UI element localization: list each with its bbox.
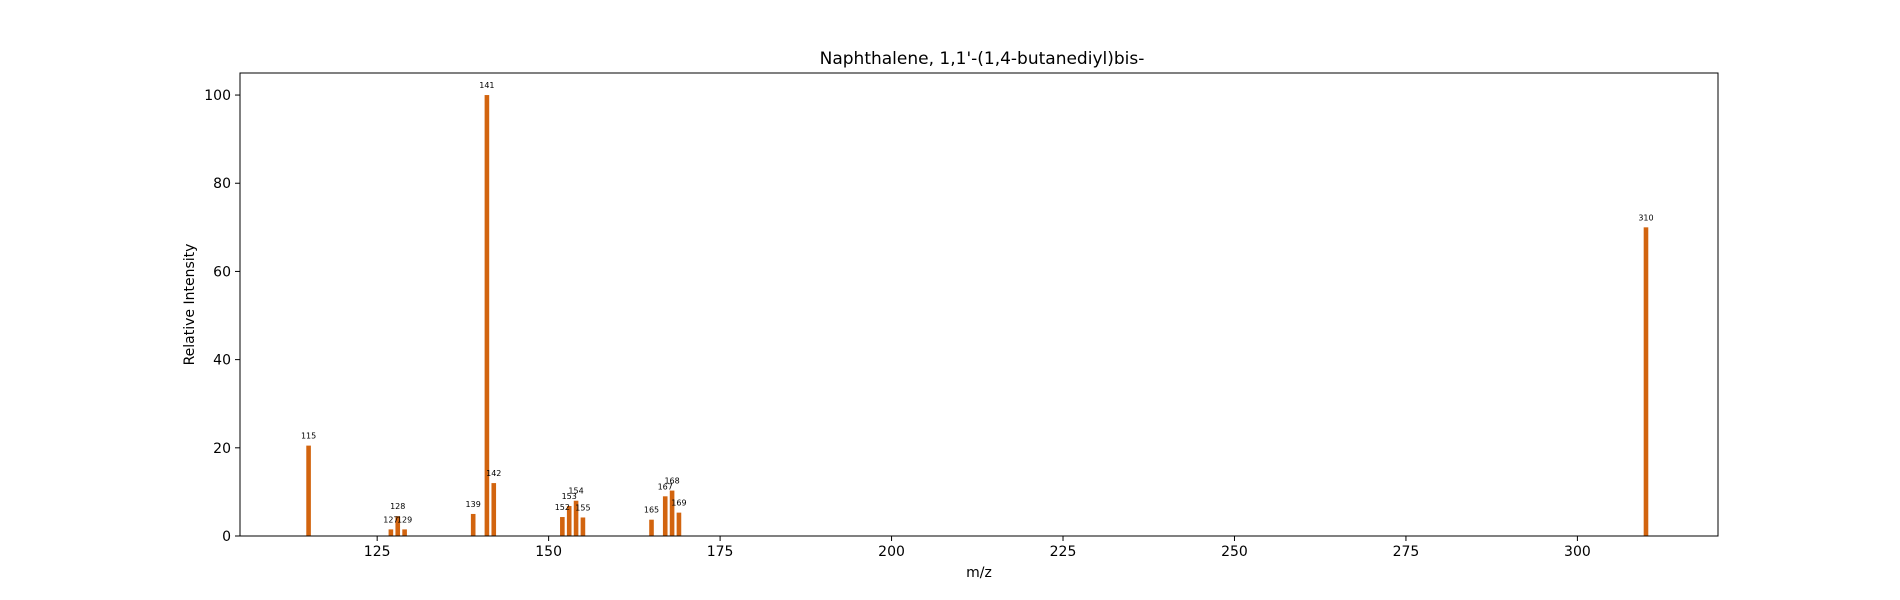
y-axis-label: Relative Intensity: [182, 244, 198, 366]
x-tick-label: 125: [364, 544, 391, 560]
peak-label: 128: [390, 502, 405, 511]
x-tick-label: 200: [878, 544, 905, 560]
peak-label: 153: [562, 492, 577, 501]
peak-bar: [395, 516, 401, 536]
peak-bar: [573, 500, 579, 536]
x-tick-label: 250: [1221, 544, 1248, 560]
peak-label: 154: [568, 487, 583, 496]
peak-bar: [669, 490, 675, 536]
peak-label: 310: [1638, 213, 1653, 222]
x-tick-label: 175: [707, 544, 734, 560]
peak-label: 165: [644, 506, 659, 515]
peak-label: 115: [301, 432, 316, 441]
y-tick-label: 40: [213, 353, 231, 369]
peak-label: 155: [575, 503, 590, 512]
peak-label: 152: [555, 503, 570, 512]
bars-group: [306, 95, 1649, 537]
peak-bar: [402, 529, 407, 536]
peak-bar: [566, 506, 572, 536]
peak-bar: [1643, 227, 1649, 537]
peak-bar: [484, 95, 490, 537]
x-axis-ticks: 125 150 175 200 225 250 275 300: [364, 536, 1591, 560]
y-tick-label: 20: [213, 441, 231, 457]
peak-bar: [676, 512, 682, 536]
peak-label: 129: [397, 515, 412, 524]
x-tick-label: 300: [1564, 544, 1591, 560]
peak-bar: [662, 496, 668, 536]
x-tick-label: 150: [535, 544, 562, 560]
plot-frame: [239, 72, 1719, 537]
y-tick-label: 60: [213, 264, 231, 280]
chart-title: Naphthalene, 1,1'-(1,4-butanediyl)bis-: [820, 49, 1145, 69]
peak-bar: [580, 517, 586, 536]
y-tick-label: 100: [204, 88, 231, 104]
peak-label: 142: [486, 469, 501, 478]
y-axis-ticks: 0 20 40 60 80 100: [204, 88, 240, 545]
peak-bar: [560, 517, 565, 536]
peak-label: 141: [479, 81, 494, 90]
y-tick-label: 80: [213, 176, 231, 192]
peak-bar: [388, 529, 394, 536]
peak-bar: [491, 483, 497, 536]
peak-label: 139: [466, 500, 481, 509]
peak-label: 169: [671, 499, 686, 508]
peak-label: 127: [383, 515, 398, 524]
peak-label: 168: [664, 477, 679, 486]
peak-bar: [649, 519, 654, 536]
x-tick-label: 275: [1393, 544, 1420, 560]
x-axis-label: m/z: [966, 565, 992, 581]
y-tick-label: 0: [222, 529, 231, 545]
x-tick-label: 225: [1050, 544, 1077, 560]
peak-label: 167: [658, 482, 673, 491]
peak-bar: [470, 513, 476, 536]
peak-bar: [306, 445, 311, 536]
